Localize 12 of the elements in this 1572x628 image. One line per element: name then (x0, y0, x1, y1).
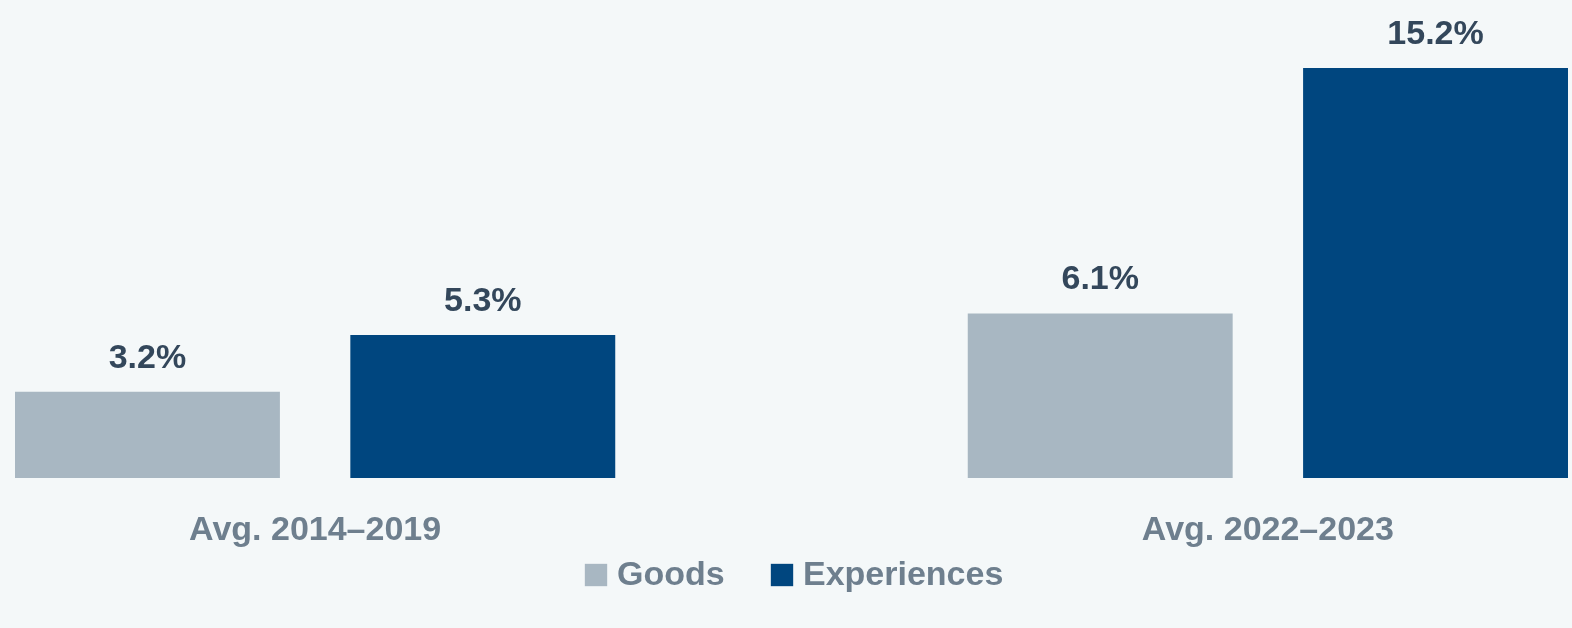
x-tick-label: Avg. 2022–2023 (1141, 508, 1394, 547)
legend-label: Goods (617, 554, 725, 592)
data-label: 6.1% (1061, 258, 1139, 297)
data-label: 5.3% (444, 280, 522, 319)
data-label: 15.2% (1387, 13, 1484, 51)
legend-label: Experiences (803, 554, 1004, 592)
x-tick-label: Avg. 2014–2019 (189, 508, 442, 547)
bar (350, 335, 616, 478)
data-label: 3.2% (108, 336, 187, 375)
bar (967, 313, 1233, 478)
bar (1303, 68, 1568, 478)
bar (15, 391, 280, 478)
